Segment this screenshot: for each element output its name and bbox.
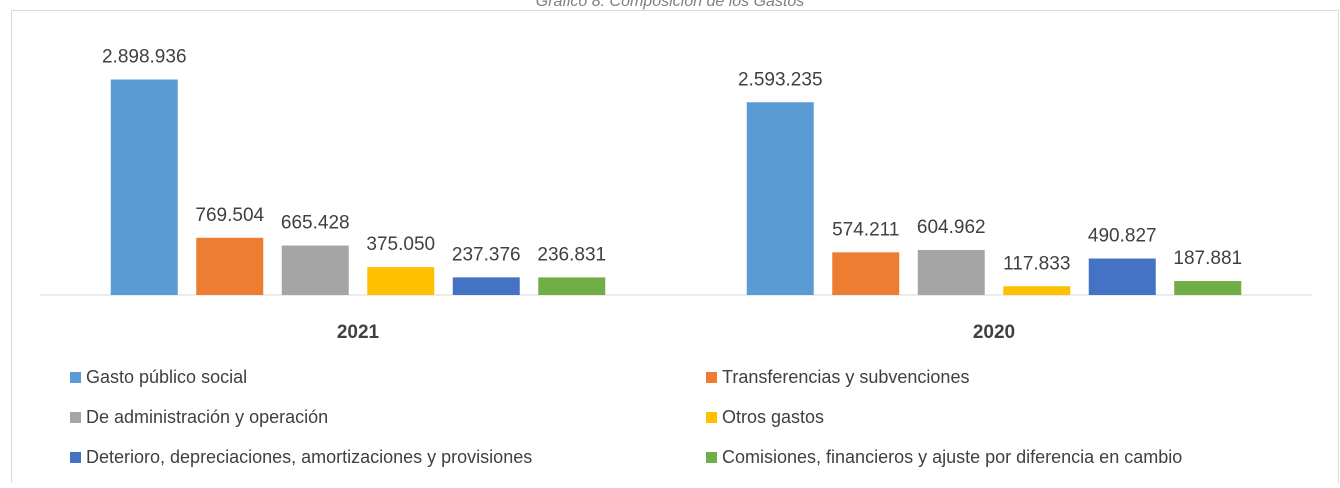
- bar: [110, 79, 178, 295]
- bar: [452, 277, 520, 295]
- chart-title: Gráfico 8. Composición de los Gastos: [536, 0, 805, 10]
- legend-label: Transferencias y subvenciones: [722, 367, 969, 387]
- legend-label: Deterioro, depreciaciones, amortizacione…: [86, 447, 532, 467]
- legend-label: Gasto público social: [86, 367, 247, 387]
- x-tick-label: 2021: [337, 322, 380, 343]
- legend-label: Otros gastos: [722, 407, 824, 427]
- data-label: 117.833: [1003, 253, 1070, 274]
- data-label: 2.898.936: [102, 47, 187, 68]
- bar: [1088, 258, 1156, 295]
- bar: [1003, 286, 1071, 295]
- bar: [196, 237, 264, 295]
- data-label: 375.050: [366, 234, 435, 255]
- legend-label: Comisiones, financieros y ajuste por dif…: [722, 447, 1182, 467]
- bar: [281, 245, 349, 295]
- data-label: 236.831: [537, 244, 606, 265]
- legend-swatch: [706, 412, 717, 423]
- data-label: 769.504: [195, 205, 264, 226]
- bar: [1174, 281, 1242, 295]
- bar: [746, 102, 814, 295]
- legend-swatch: [70, 372, 81, 383]
- data-label: 237.376: [452, 244, 521, 265]
- chart-border: [11, 10, 1339, 488]
- data-label: 665.428: [281, 213, 350, 234]
- legend-swatch: [706, 372, 717, 383]
- legend-swatch: [70, 452, 81, 463]
- legend-label: De administración y operación: [86, 407, 328, 427]
- legend-swatch: [70, 412, 81, 423]
- data-label: 2.593.235: [738, 69, 823, 90]
- x-tick-label: 2020: [973, 322, 1015, 343]
- legend-swatch: [706, 452, 717, 463]
- bar: [917, 250, 985, 295]
- bar: [367, 267, 435, 295]
- bar: [832, 252, 900, 295]
- data-label: 490.827: [1088, 226, 1157, 247]
- data-label: 604.962: [917, 217, 986, 238]
- data-label: 187.881: [1173, 248, 1242, 269]
- data-label: 574.211: [832, 219, 899, 240]
- bar: [538, 277, 606, 295]
